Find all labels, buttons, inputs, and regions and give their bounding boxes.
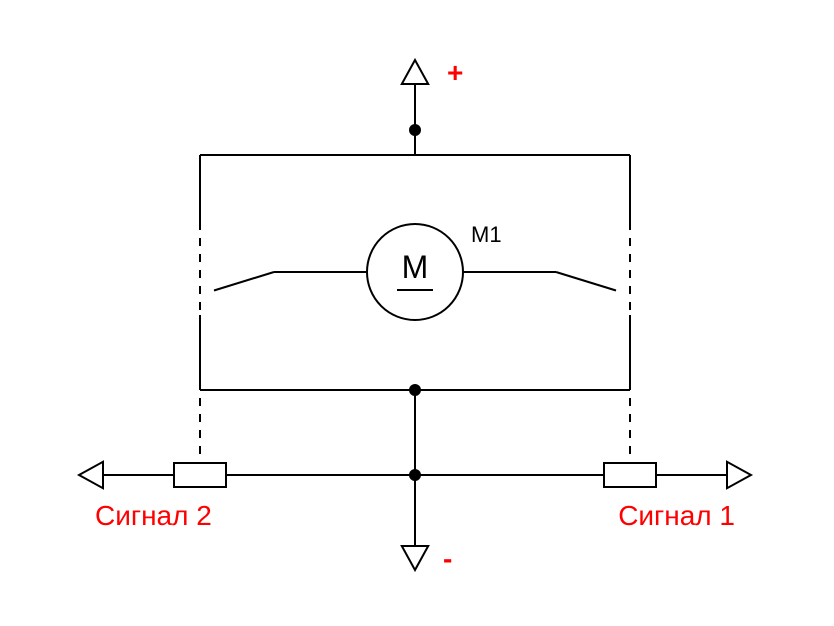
signal-2-label: Сигнал 2 (95, 500, 212, 531)
signal-1-label: Сигнал 1 (618, 500, 735, 531)
circuit-diagram: + M M1 Сигнал 2 Сигнал 1 - (0, 0, 834, 626)
motor-letter: M (402, 249, 429, 285)
minus-label: - (443, 543, 452, 574)
motor-ref: M1 (471, 222, 502, 247)
plus-label: + (447, 57, 463, 88)
signal-1-coil (604, 463, 656, 487)
signal-2-coil (174, 463, 226, 487)
